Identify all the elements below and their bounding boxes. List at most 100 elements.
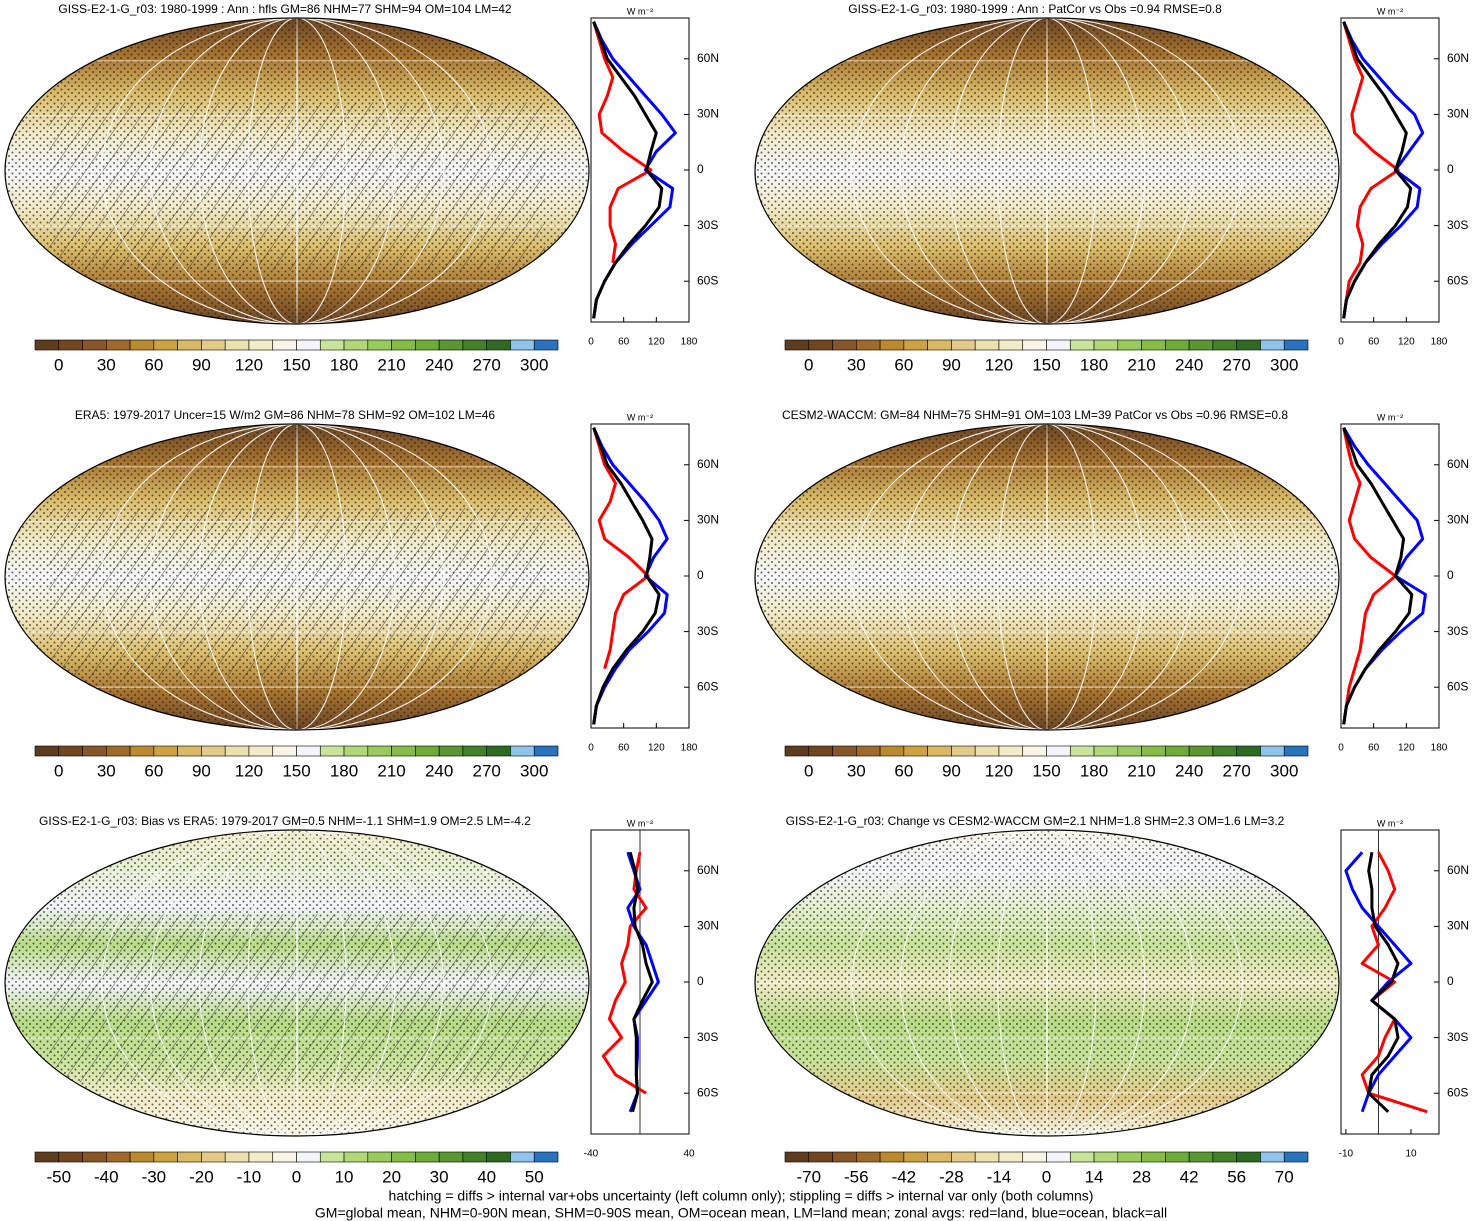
- colorbar-box: [903, 1151, 928, 1163]
- colorbar-label: 210: [377, 355, 405, 374]
- colorbar-label: -20: [189, 1167, 214, 1186]
- colorbar-box: [438, 745, 464, 757]
- x-tick-label: 120: [1398, 743, 1415, 754]
- map-border: [754, 829, 1340, 1137]
- colorbar-label: 300: [520, 761, 548, 780]
- colorbar-box: [998, 745, 1024, 757]
- colorbar-label: 60: [144, 355, 163, 374]
- colorbar-label: 150: [1032, 761, 1060, 780]
- panel-title: GISS-E2-1-G_r03: 1980-1999 : Ann : hfls …: [58, 2, 512, 16]
- x-tick-label: 120: [648, 337, 665, 348]
- y-tick-label: 60S: [1447, 273, 1468, 287]
- colorbar-box: [224, 745, 250, 757]
- colorbar-box: [82, 1151, 107, 1163]
- colorbar-box: [391, 1151, 416, 1163]
- colorbar-box: [1283, 745, 1309, 757]
- colorbar-label: -30: [142, 1167, 167, 1186]
- colorbar-box: [248, 745, 274, 757]
- y-tick-label: 60S: [1447, 1085, 1468, 1099]
- colorbar-label: 270: [472, 761, 500, 780]
- colorbar-box: [974, 339, 1000, 351]
- colorbar-label: -42: [892, 1167, 917, 1186]
- x-tick-label: 180: [1431, 743, 1448, 754]
- y-tick-label: 0: [697, 974, 704, 988]
- x-tick-label: 180: [1431, 337, 1448, 348]
- colorbar-label: 90: [942, 761, 961, 780]
- colorbar-box: [1236, 745, 1261, 757]
- zonal-line: [592, 21, 664, 319]
- colorbar-box: [58, 1151, 83, 1163]
- colorbar-box: [1093, 339, 1119, 351]
- colorbar-box: [510, 339, 535, 351]
- colorbar-label: 42: [1180, 1167, 1199, 1186]
- y-tick-label: 0: [1447, 568, 1454, 582]
- colorbar-label: 10: [335, 1167, 354, 1186]
- colorbar-label: 210: [377, 761, 405, 780]
- colorbar-label: 40: [477, 1167, 496, 1186]
- colorbar-box: [391, 339, 416, 351]
- colorbar-box: [106, 745, 131, 757]
- colorbar-label: -40: [94, 1167, 119, 1186]
- colorbar-box: [129, 1151, 155, 1163]
- x-tick-label: 60: [1368, 743, 1380, 754]
- colorbar-label: 90: [192, 761, 211, 780]
- colorbar-label: 240: [425, 355, 453, 374]
- y-tick-label: 60S: [697, 273, 718, 287]
- colorbar-box: [296, 745, 321, 757]
- map-border: [4, 423, 590, 731]
- colorbar-box: [784, 1151, 810, 1163]
- zonal-unit: W m⁻²: [627, 412, 653, 422]
- colorbar-box: [856, 1151, 881, 1163]
- map: [755, 830, 1339, 1136]
- colorbar-box: [1188, 339, 1214, 351]
- colorbar-box: [1022, 339, 1047, 351]
- map: [5, 18, 589, 324]
- colorbar-box: [367, 339, 392, 351]
- map-border: [754, 423, 1340, 731]
- zonal-line: [1344, 851, 1413, 1113]
- colorbar-box: [1046, 745, 1071, 757]
- zonal-line: [1342, 21, 1413, 319]
- colorbar-label: 30: [430, 1167, 449, 1186]
- x-tick-label: 120: [648, 743, 665, 754]
- colorbar-box: [415, 1151, 440, 1163]
- colorbar-box: [201, 339, 226, 351]
- map-border: [4, 829, 590, 1137]
- y-tick-label: 30S: [1447, 624, 1468, 638]
- map-border: [754, 17, 1340, 325]
- colorbar-box: [438, 339, 464, 351]
- colorbar-label: 14: [1085, 1167, 1104, 1186]
- colorbar-label: 150: [1032, 355, 1060, 374]
- y-tick-label: 30N: [697, 107, 719, 121]
- y-tick-label: 0: [697, 568, 704, 582]
- y-tick-label: 30N: [1447, 919, 1469, 933]
- x-tick-label: 0: [1338, 743, 1344, 754]
- colorbar-box: [951, 745, 976, 757]
- colorbar-label: -56: [844, 1167, 869, 1186]
- colorbar-box: [832, 1151, 857, 1163]
- colorbar-box: [462, 745, 487, 757]
- colorbar-label: 240: [1175, 761, 1203, 780]
- x-tick-label: -10: [1339, 1149, 1354, 1160]
- colorbar-box: [951, 1151, 976, 1163]
- colorbar-label: 180: [330, 355, 358, 374]
- colorbar-box: [1046, 339, 1071, 351]
- colorbar-box: [319, 1151, 345, 1163]
- colorbar-box: [974, 1151, 1000, 1163]
- colorbar-label: 60: [894, 355, 913, 374]
- colorbar-box: [1165, 1151, 1190, 1163]
- colorbar-box: [367, 1151, 392, 1163]
- colorbar-label: 270: [1222, 761, 1250, 780]
- x-tick-label: 120: [1398, 337, 1415, 348]
- x-tick-label: 60: [618, 337, 630, 348]
- footer-line: hatching = diffs > internal var+obs unce…: [389, 1188, 1094, 1204]
- zonal-unit: W m⁻²: [627, 818, 653, 828]
- colorbar-box: [58, 339, 83, 351]
- colorbar-label: 30: [847, 761, 866, 780]
- colorbar-box: [415, 339, 440, 351]
- colorbar-box: [319, 745, 345, 757]
- colorbar-label: -14: [987, 1167, 1012, 1186]
- colorbar-label: 90: [942, 355, 961, 374]
- colorbar-box: [1212, 339, 1237, 351]
- y-tick-label: 60N: [697, 863, 719, 877]
